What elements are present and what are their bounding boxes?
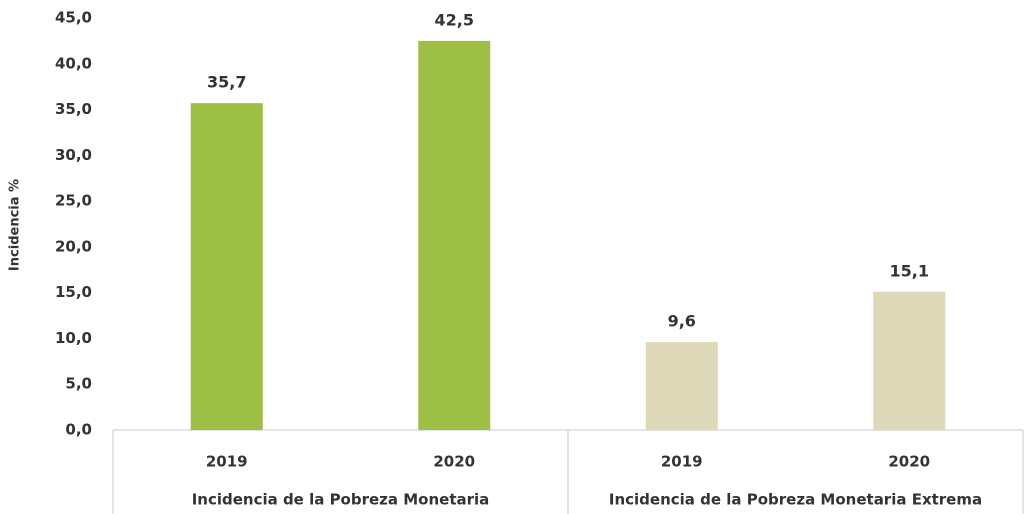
y-tick-label: 10,0	[55, 329, 92, 347]
y-tick-label: 15,0	[55, 283, 92, 301]
y-tick-label: 40,0	[55, 54, 92, 72]
y-axis-title: Incidencia %	[8, 179, 23, 271]
bar	[190, 103, 263, 430]
data-label: 15,1	[890, 261, 929, 280]
y-tick-label: 20,0	[55, 237, 92, 255]
y-tick-label: 35,0	[55, 100, 92, 118]
y-tick-label: 30,0	[55, 146, 92, 164]
x-tick-label: 2019	[661, 453, 703, 471]
data-label: 9,6	[668, 312, 696, 331]
group-label: Incidencia de la Pobreza Monetaria	[192, 491, 490, 509]
x-tick-label: 2020	[433, 453, 475, 471]
y-tick-label: 0,0	[65, 421, 92, 439]
bar	[418, 40, 491, 431]
x-tick-label: 2020	[888, 453, 930, 471]
group-label: Incidencia de la Pobreza Monetaria Extre…	[609, 491, 982, 509]
data-label: 35,7	[207, 73, 246, 92]
y-tick-label: 25,0	[55, 192, 92, 210]
bar	[873, 291, 946, 430]
data-label: 42,5	[435, 10, 474, 29]
y-tick-label: 45,0	[55, 9, 92, 27]
bar	[645, 342, 718, 430]
y-tick-label: 5,0	[65, 375, 92, 393]
x-tick-label: 2019	[206, 453, 248, 471]
